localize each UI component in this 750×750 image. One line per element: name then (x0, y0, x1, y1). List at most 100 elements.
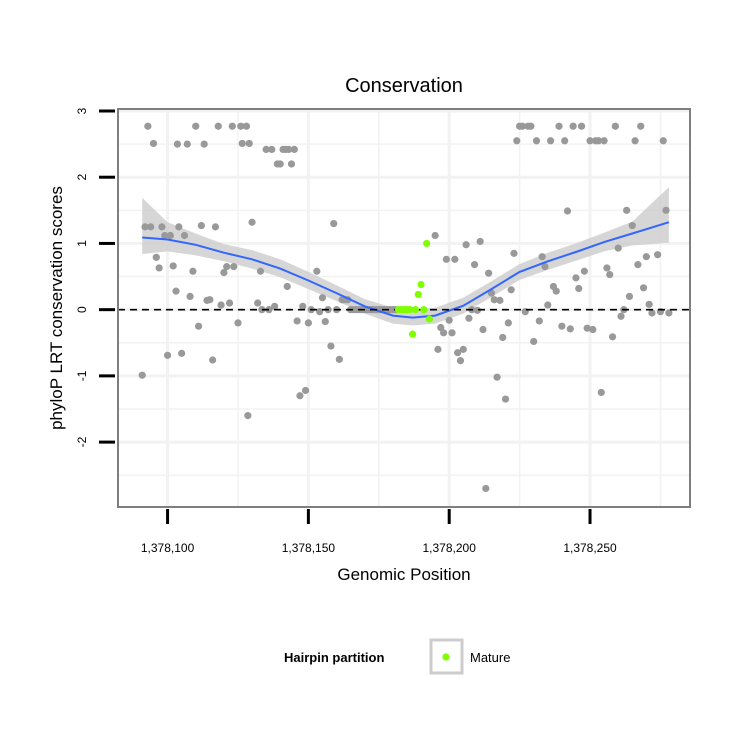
data-point (575, 284, 583, 293)
data-point (485, 269, 493, 277)
data-point (628, 221, 636, 230)
x-axis-title: Genomic Position (337, 565, 470, 584)
data-point (648, 309, 656, 317)
y-tick-label: -1 (75, 370, 89, 381)
data-point (606, 270, 614, 279)
mature-point (406, 306, 414, 314)
data-point (183, 140, 191, 148)
y-tick-label: -2 (75, 436, 89, 447)
mature-point (414, 290, 422, 299)
data-point (614, 244, 622, 252)
data-point (296, 392, 304, 400)
data-point (192, 122, 200, 130)
chart-title: Conservation (345, 75, 463, 97)
x-tick-label: 1,378,200 (423, 541, 477, 555)
data-point (220, 268, 228, 277)
data-point (437, 323, 445, 332)
data-point (476, 237, 484, 246)
data-point (470, 261, 479, 269)
x-tick-label: 1,378,150 (282, 541, 336, 555)
data-point (172, 287, 180, 295)
data-point (608, 333, 617, 341)
data-point (490, 296, 498, 304)
data-point (152, 253, 160, 261)
data-point (169, 262, 177, 270)
data-point (473, 306, 481, 314)
mature-point (423, 239, 431, 248)
data-point (276, 160, 284, 168)
mature-point (408, 330, 417, 338)
plot-panel (117, 108, 691, 508)
data-point (228, 122, 236, 130)
data-point (546, 137, 555, 145)
data-point (572, 274, 580, 282)
data-point (144, 122, 152, 130)
data-point (597, 388, 605, 397)
data-point (499, 333, 507, 342)
data-point (637, 122, 645, 130)
y-tick-label: 3 (75, 107, 89, 114)
legend-title: Hairpin partition (284, 650, 384, 665)
data-point (166, 231, 174, 240)
data-point (175, 223, 183, 231)
data-point (642, 253, 650, 261)
data-point (482, 484, 490, 493)
data-point (287, 160, 296, 168)
data-point (456, 357, 465, 365)
data-point (665, 309, 673, 317)
data-point (510, 249, 518, 257)
data-point (431, 231, 439, 240)
data-point (138, 371, 146, 379)
data-point (462, 241, 470, 249)
data-point (654, 251, 662, 259)
data-point (496, 296, 504, 304)
data-point (214, 122, 222, 130)
data-point (163, 351, 172, 359)
data-point (234, 319, 242, 327)
data-point (504, 319, 512, 327)
data-point (538, 253, 546, 261)
data-point (299, 302, 307, 310)
data-point (552, 287, 560, 295)
data-point (541, 263, 549, 271)
data-point (563, 207, 572, 215)
legend-mature-marker (442, 653, 450, 661)
data-point (245, 139, 253, 148)
data-point (558, 322, 566, 330)
data-point (566, 325, 574, 333)
data-point (254, 299, 262, 307)
data-point (161, 231, 169, 240)
data-point (248, 218, 256, 226)
data-point (217, 301, 225, 309)
data-point (283, 282, 291, 291)
data-point (335, 355, 343, 363)
data-point (258, 306, 266, 314)
data-point (454, 349, 462, 357)
data-point (659, 137, 667, 145)
data-point (662, 206, 670, 214)
data-point (634, 261, 642, 269)
x-tick-label: 1,378,100 (141, 541, 195, 555)
data-point (149, 139, 158, 148)
data-point (442, 255, 450, 263)
data-point (532, 137, 541, 145)
mature-point (417, 280, 425, 289)
data-point (625, 292, 634, 301)
data-point (645, 300, 653, 308)
data-point (583, 324, 591, 332)
data-point (445, 316, 453, 324)
data-point (244, 412, 252, 420)
data-point (434, 345, 442, 353)
data-point (180, 231, 189, 240)
data-point (200, 140, 208, 148)
data-point (290, 145, 298, 153)
data-point (530, 337, 538, 346)
data-point (141, 223, 149, 231)
data-point (487, 289, 496, 297)
data-point (631, 137, 639, 145)
data-point (465, 314, 473, 322)
data-point (209, 356, 217, 364)
data-point (327, 342, 335, 350)
legend-label-mature: Mature (470, 650, 510, 665)
